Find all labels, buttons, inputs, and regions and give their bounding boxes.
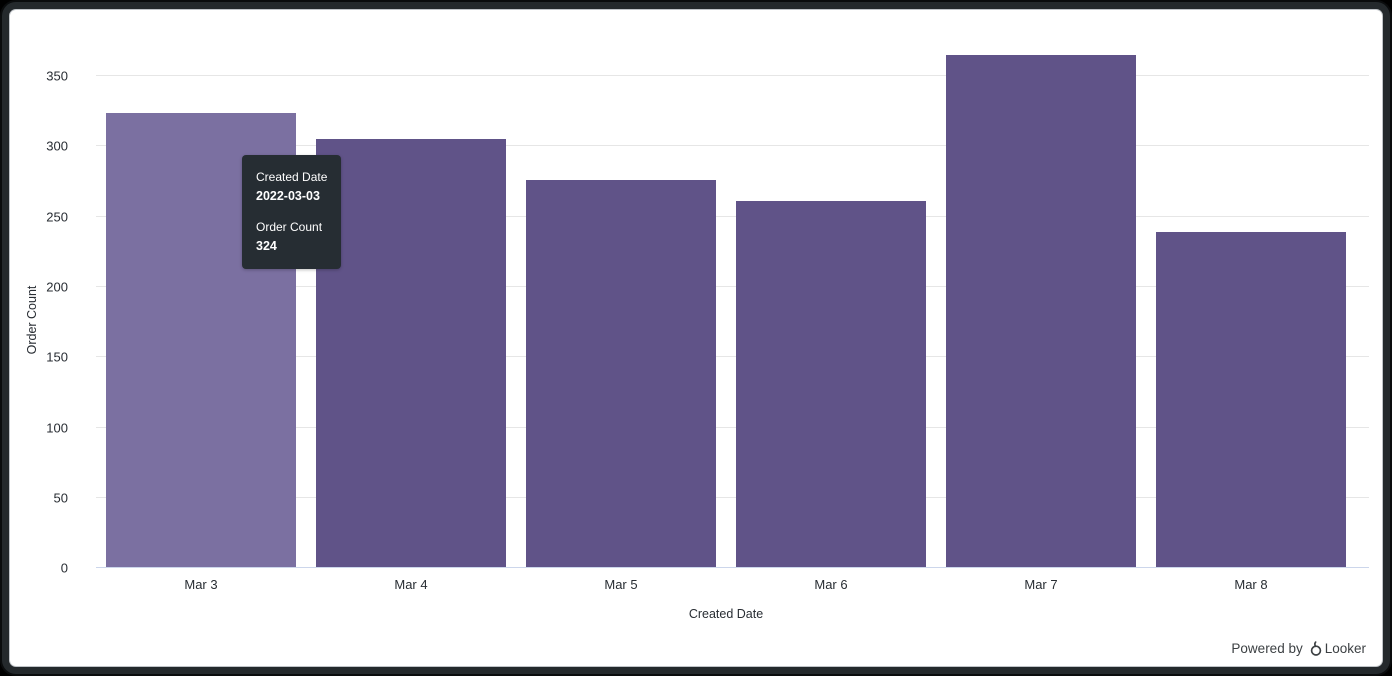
chart-panel: Created Date 2022-03-03 Order Count 324 … <box>10 10 1382 666</box>
powered-by-looker[interactable]: Powered by Looker <box>1231 639 1366 657</box>
x-axis-line <box>96 567 1369 568</box>
bar-mar-3[interactable] <box>106 112 296 568</box>
y-tick-label: 200 <box>46 279 68 295</box>
y-axis-title: Order Count <box>25 285 39 355</box>
looker-brand-text: Looker <box>1324 640 1366 656</box>
x-axis-title: Created Date <box>688 607 764 621</box>
x-tick-label: Mar 6 <box>814 577 848 592</box>
x-tick-label: Mar 7 <box>1024 577 1058 592</box>
gridline <box>96 145 1369 147</box>
powered-by-text: Powered by <box>1231 640 1303 656</box>
y-tick-label: 50 <box>53 490 68 506</box>
bar-mar-4[interactable] <box>316 139 506 568</box>
y-tick-label: 300 <box>46 138 68 154</box>
gridline <box>96 75 1369 77</box>
looker-logo-icon <box>1310 641 1321 656</box>
gridline <box>96 426 1369 428</box>
x-tick-label: Mar 8 <box>1234 577 1268 592</box>
y-tick-label: 150 <box>46 349 68 365</box>
gridline <box>96 285 1369 287</box>
bar-mar-8[interactable] <box>1156 232 1346 568</box>
y-axis-labels: 0 50 100 150 200 250 300 350 <box>10 20 86 575</box>
x-tick-label: Mar 5 <box>604 577 638 592</box>
plot-area: Created Date 2022-03-03 Order Count 324 <box>96 20 1369 568</box>
gridline <box>96 496 1369 498</box>
x-tick-label: Mar 3 <box>184 577 218 592</box>
bar-mar-7[interactable] <box>946 55 1136 568</box>
x-axis-labels: Mar 3 Mar 4 Mar 5 Mar 6 Mar 7 Mar 8 <box>96 576 1356 594</box>
x-tick-label: Mar 4 <box>394 577 428 592</box>
y-tick-label: 0 <box>60 560 68 576</box>
gridline <box>96 356 1369 358</box>
gridline <box>96 215 1369 217</box>
y-tick-label: 350 <box>46 68 68 84</box>
bars-layer <box>96 20 1356 568</box>
y-tick-label: 100 <box>46 420 68 435</box>
y-tick-label: 250 <box>46 209 68 225</box>
bar-mar-5[interactable] <box>526 180 716 568</box>
bar-mar-6[interactable] <box>736 201 926 568</box>
